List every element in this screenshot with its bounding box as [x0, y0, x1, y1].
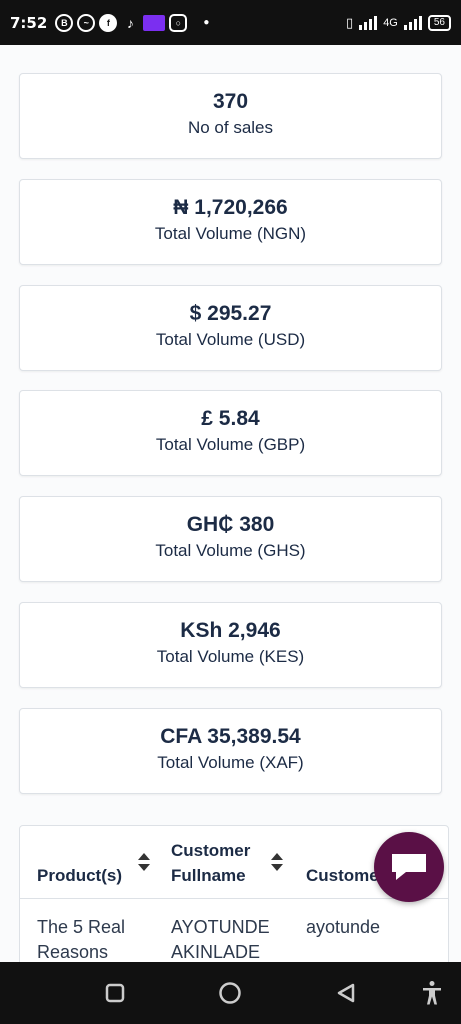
cell-product-line2: Reasons — [37, 942, 109, 962]
dashboard-content: 370 No of sales ₦ 1,720,266 Total Volume… — [0, 45, 461, 962]
notification-dot-icon: ● — [203, 17, 210, 28]
stat-label: Total Volume (XAF) — [157, 753, 304, 772]
tiktok-icon: ♪ — [126, 14, 134, 31]
stat-card-ghs: GH₵ 380 Total Volume (GHS) — [19, 496, 442, 582]
back-button[interactable] — [321, 962, 371, 1024]
accessibility-button[interactable] — [407, 962, 457, 1024]
column-header-fullname-line2[interactable]: Fullname — [171, 866, 246, 885]
cell-name-line2: AKINLADE — [171, 942, 261, 962]
instagram-icon: ○ — [169, 13, 188, 32]
stat-label: Total Volume (GHS) — [155, 541, 306, 560]
signal-icon — [359, 15, 378, 30]
cell-product-line1: The 5 Real — [37, 917, 126, 937]
stat-value: $ 295.27 — [189, 302, 272, 325]
vibrate-icon: ▯ — [346, 14, 354, 30]
chat-icon — [392, 854, 426, 880]
stat-value: CFA 35,389.54 — [160, 725, 301, 748]
facebook-icon: f — [99, 13, 118, 32]
column-header-fullname-line1[interactable]: Customer — [171, 841, 251, 860]
stat-card-gbp: £ 5.84 Total Volume (GBP) — [19, 390, 442, 476]
messenger-icon: ~ — [77, 13, 96, 32]
stat-value: 370 — [212, 90, 249, 113]
cell-name-line1: AYOTUNDE — [171, 917, 270, 937]
stat-label: Total Volume (NGN) — [154, 224, 307, 243]
stat-card-ngn: ₦ 1,720,266 Total Volume (NGN) — [19, 179, 442, 265]
back-triangle-icon — [337, 983, 355, 1003]
stat-value: £ 5.84 — [201, 407, 260, 430]
recent-apps-button[interactable] — [90, 962, 140, 1024]
cell-email: ayotunde — [306, 917, 381, 937]
status-bar: 7:52 B ~ f ♪ ○ ● ▯ 4G 56 — [0, 0, 461, 45]
stat-value: ₦ 1,720,266 — [173, 196, 288, 219]
sort-icon[interactable] — [138, 853, 150, 871]
chat-button[interactable] — [374, 832, 444, 902]
stat-value: GH₵ 380 — [186, 513, 275, 536]
home-button[interactable] — [205, 962, 255, 1024]
stat-value: KSh 2,946 — [180, 619, 281, 642]
circle-icon — [219, 982, 241, 1004]
fcmb-icon — [143, 14, 166, 31]
signal2-icon — [403, 15, 422, 30]
b-app-icon: B — [55, 13, 74, 32]
system-nav-bar — [0, 962, 461, 1024]
stat-label: Total Volume (KES) — [156, 647, 305, 666]
battery-icon: 56 — [427, 14, 451, 31]
status-time: 7:52 — [10, 13, 48, 32]
stat-label: Total Volume (GBP) — [155, 435, 306, 454]
stat-card-sales: 370 No of sales — [19, 73, 442, 159]
table-header: Product(s) Customer Fullname Customer Em… — [20, 826, 448, 899]
stat-card-kes: KSh 2,946 Total Volume (KES) — [19, 602, 442, 688]
stat-label: No of sales — [187, 118, 274, 137]
accessibility-icon — [423, 981, 441, 1005]
sort-icon[interactable] — [271, 853, 283, 871]
sales-table: Product(s) Customer Fullname Customer Em… — [19, 825, 449, 962]
square-icon — [105, 983, 125, 1003]
network-type: 4G — [383, 16, 398, 29]
stat-card-usd: $ 295.27 Total Volume (USD) — [19, 285, 442, 371]
stat-card-xaf: CFA 35,389.54 Total Volume (XAF) — [19, 708, 442, 794]
column-header-product[interactable]: Product(s) — [37, 866, 122, 885]
stat-label: Total Volume (USD) — [155, 330, 306, 349]
